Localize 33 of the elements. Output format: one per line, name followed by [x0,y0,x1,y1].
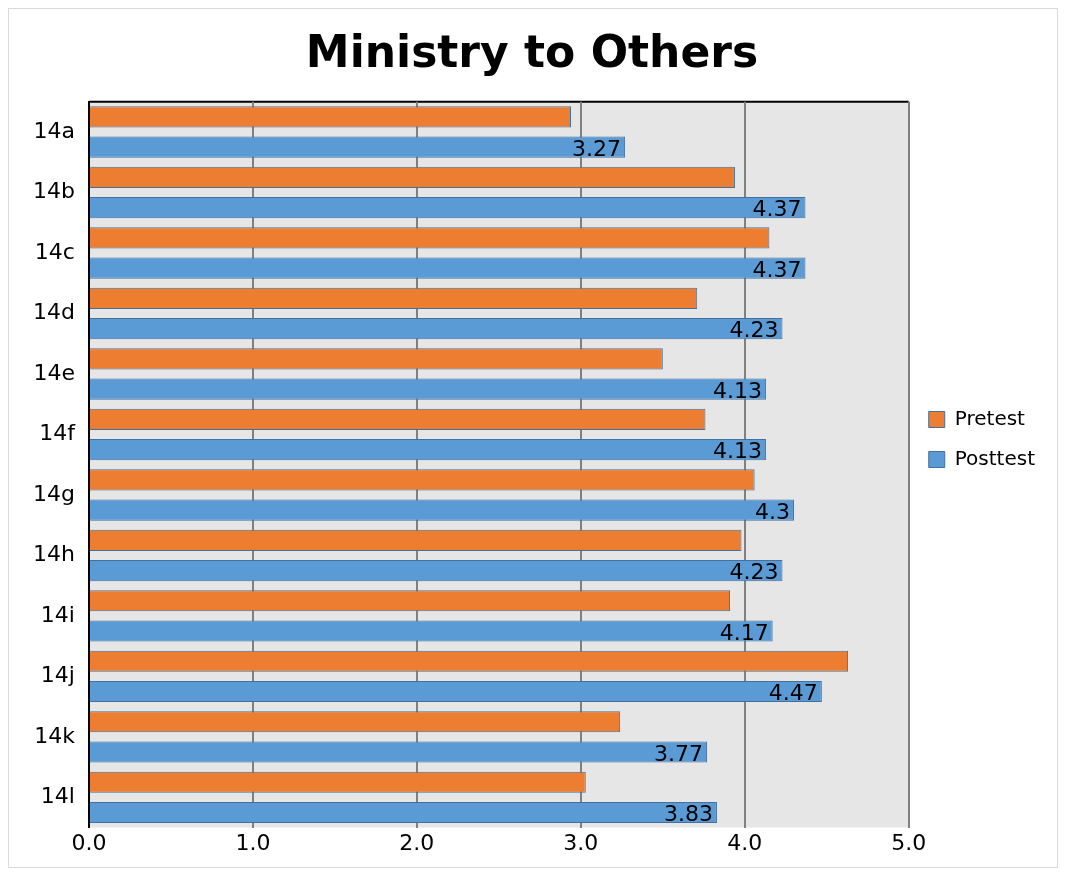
data-label: 4.17 [719,619,769,645]
x-tick-label: 0.0 [71,829,107,855]
data-label: 4.37 [752,256,802,282]
y-tick-label: 14b [32,178,75,204]
chart-title: Ministry to Others [305,25,759,77]
y-tick-label: 14e [33,359,75,385]
x-tick-label: 3.0 [563,829,599,855]
y-tick-label: 14j [40,662,75,688]
y-tick-label: 14g [32,480,75,506]
y-tick-label: 14k [34,722,76,748]
y-tick-label: 14c [34,238,75,264]
y-tick-label: 14d [32,299,75,325]
x-tick-label: 5.0 [891,829,927,855]
data-label: 4.37 [752,196,802,222]
data-label: 4.3 [754,498,790,524]
data-label: 4.23 [729,559,779,585]
y-tick-label: 14a [33,117,75,143]
data-label: 4.13 [713,377,763,403]
y-tick-label: 14f [39,420,77,446]
y-tick-label: 14l [40,783,75,809]
data-label: 3.77 [654,740,704,766]
x-tick-label: 2.0 [399,829,435,855]
y-tick-label: 14h [33,541,75,567]
x-tick-label: 4.0 [727,829,763,855]
legend-label: Pretest [954,405,1026,430]
legend-label: Posttest [954,445,1036,470]
data-label: 4.13 [713,438,763,464]
x-tick-label: 1.0 [235,829,271,855]
y-tick-label: 14i [40,601,75,627]
data-label: 3.27 [572,135,622,161]
data-label: 4.23 [729,317,779,343]
data-label: 4.47 [768,680,818,706]
data-label: 3.83 [663,801,713,827]
